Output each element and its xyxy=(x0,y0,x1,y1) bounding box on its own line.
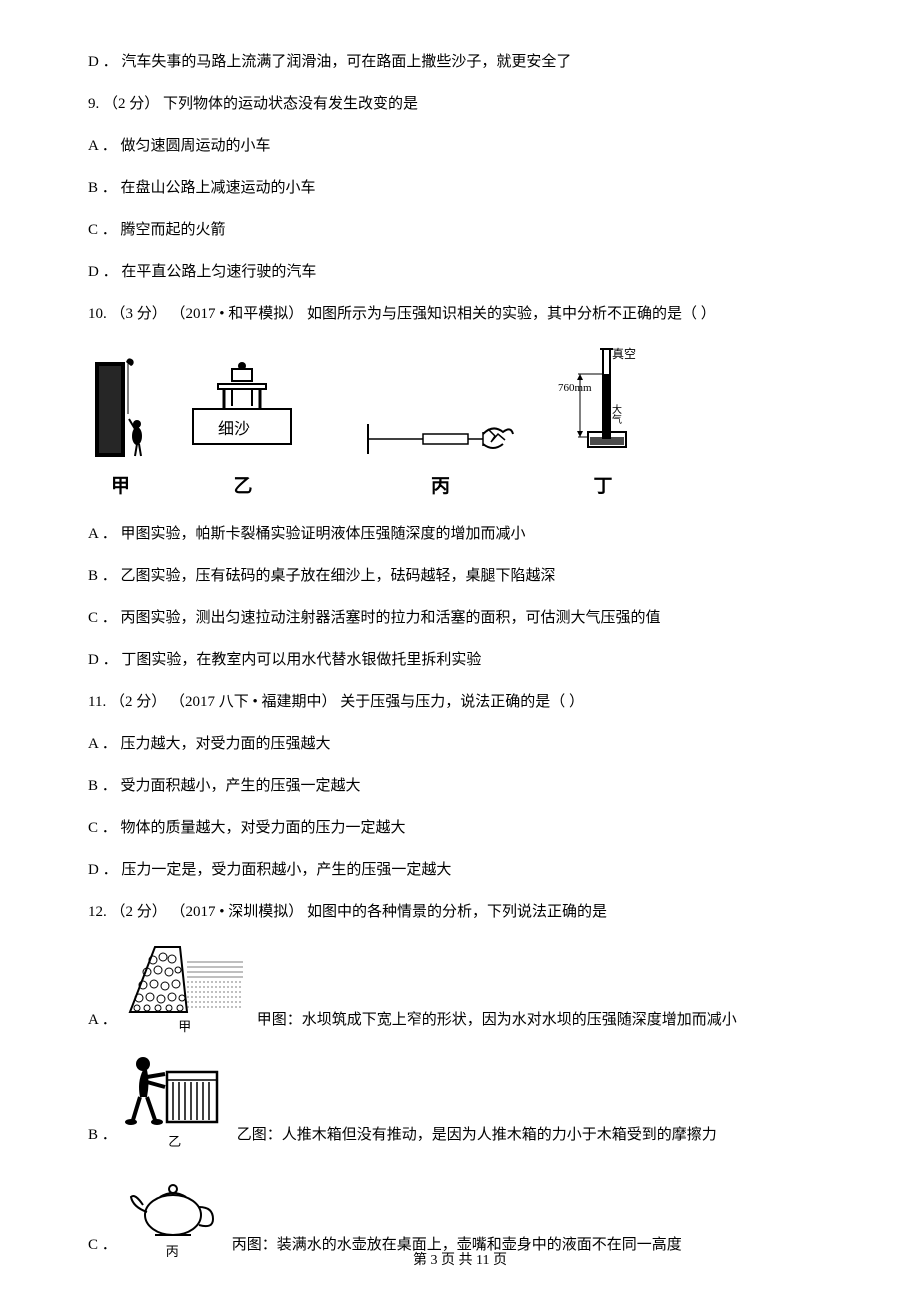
q9-option-d: D ． 在平直公路上匀速行驶的汽车 xyxy=(88,260,832,284)
q12-optB-letter: B ． xyxy=(88,1123,117,1147)
q11-option-c: C ． 物体的质量越大，对受力面的压力一定越大 xyxy=(88,816,832,840)
q12-stem: 12. （2 分） （2017 • 深圳模拟） 如图中的各种情景的分析，下列说法… xyxy=(88,900,832,924)
torricelli-icon: 真空 760mm 大气 xyxy=(558,344,648,464)
q12-option-a-row: A ． 甲 甲图：水坝筑成下宽上窄的形状，因为水对水 xyxy=(88,942,832,1038)
q9-option-b: B ． 在盘山公路上减速运动的小车 xyxy=(88,176,832,200)
q10-stem: 10. （3 分） （2017 • 和平模拟） 如图所示为与压强知识相关的实验，… xyxy=(88,302,832,326)
q10-option-d: D ． 丁图实验，在教室内可以用水代替水银做托里拆利实验 xyxy=(88,648,832,672)
q12-optB-caption: 乙 xyxy=(168,1132,181,1153)
q10-fig-c: 丙 xyxy=(363,414,518,502)
q8-option-d: D ． 汽车失事的马路上流满了润滑油，可在路面上撒些沙子，就更安全了 xyxy=(88,50,832,74)
q10-fig-b: 细沙 乙 xyxy=(188,354,298,502)
q11-option-a: A ． 压力越大，对受力面的压强越大 xyxy=(88,732,832,756)
dam-icon xyxy=(125,942,245,1017)
vacuum-label: 真空 xyxy=(612,347,636,361)
pascal-barrel-icon xyxy=(93,354,148,464)
svg-text:大气: 大气 xyxy=(610,403,622,424)
q10-option-a: A ． 甲图实验，帕斯卡裂桶实验证明液体压强随深度的增加而减小 xyxy=(88,522,832,546)
q10-option-b: B ． 乙图实验，压有砝码的桌子放在细沙上，砝码越轻，桌腿下陷越深 xyxy=(88,564,832,588)
q9-option-a: A ． 做匀速圆周运动的小车 xyxy=(88,134,832,158)
q11-stem: 11. （2 分） （2017 八下 • 福建期中） 关于压强与压力，说法正确的… xyxy=(88,690,832,714)
scale-label: 760mm xyxy=(558,382,592,394)
q10-fig-d: 真空 760mm 大气 丁 xyxy=(558,344,648,502)
q11-option-b: B ． 受力面积越小，产生的压强一定越大 xyxy=(88,774,832,798)
syringe-icon xyxy=(363,414,518,464)
q10-option-c: C ． 丙图实验，测出匀速拉动注射器活塞时的拉力和活塞的面积，可估测大气压强的值 xyxy=(88,606,832,630)
q10-fig-b-label: 乙 xyxy=(233,472,252,502)
teapot-icon xyxy=(125,1167,220,1242)
q10-fig-a-label: 甲 xyxy=(111,472,130,502)
q12-optA-text: 甲图：水坝筑成下宽上窄的形状，因为水对水坝的压强随深度增加而减小 xyxy=(257,1008,737,1032)
q12-option-b-row: B ． 乙 乙图：人推木箱但没有推动，是因为人推木箱的力小于木箱受到的摩擦力 xyxy=(88,1052,832,1153)
q11-option-d: D ． 压力一定是，受力面积越小，产生的压强一定越大 xyxy=(88,858,832,882)
q10-fig-a: 甲 xyxy=(93,354,148,502)
q9-stem: 9. （2 分） 下列物体的运动状态没有发生改变的是 xyxy=(88,92,832,116)
q10-fig-c-label: 丙 xyxy=(431,472,450,502)
q10-figure-row: 甲 细沙 乙 丙 xyxy=(88,344,832,502)
q12-optB-text: 乙图：人推木箱但没有推动，是因为人推木箱的力小于木箱受到的摩擦力 xyxy=(237,1123,717,1147)
table-sand-icon: 细沙 xyxy=(188,354,298,464)
push-box-icon xyxy=(125,1052,225,1132)
q10-fig-d-label: 丁 xyxy=(593,472,612,502)
q9-option-c: C ． 腾空而起的火箭 xyxy=(88,218,832,242)
q12-optA-caption: 甲 xyxy=(178,1017,191,1038)
q12-optA-letter: A ． xyxy=(88,1008,117,1032)
page-footer: 第 3 页 共 11 页 xyxy=(0,1250,920,1272)
sand-label: 细沙 xyxy=(218,420,250,438)
q12-option-c-row: C ． 丙 丙图：装满水的水壶放在桌面上，壶嘴和壶身中的液面不在同一高度 xyxy=(88,1167,832,1263)
